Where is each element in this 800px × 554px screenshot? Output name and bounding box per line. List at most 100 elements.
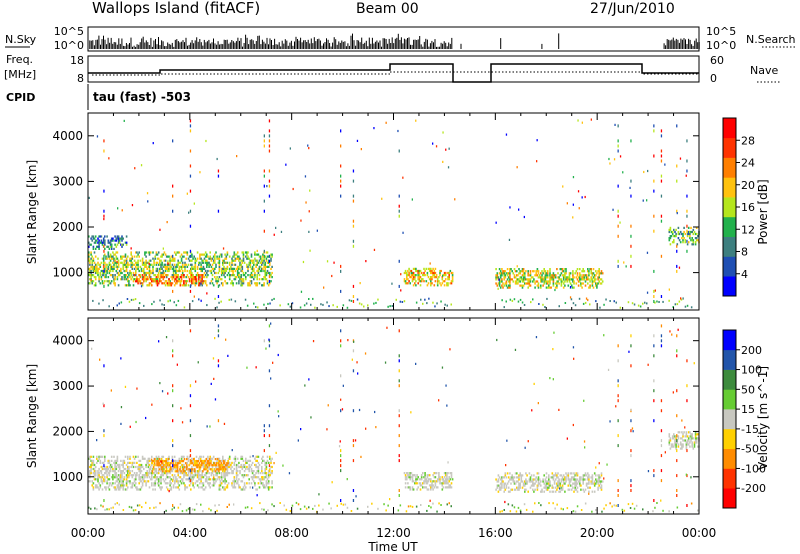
echo-cell bbox=[115, 237, 118, 240]
echo-cell bbox=[577, 480, 580, 483]
echo-cell bbox=[529, 476, 532, 479]
echo-cell bbox=[592, 276, 595, 279]
echo-cell bbox=[183, 482, 185, 485]
echo-cell bbox=[130, 265, 132, 268]
echo-cell bbox=[511, 476, 513, 479]
echo-cell bbox=[435, 480, 438, 483]
echo-cell bbox=[173, 464, 175, 467]
echo-cell bbox=[148, 470, 151, 473]
echo-cell bbox=[139, 470, 142, 473]
echo-cell bbox=[681, 437, 683, 440]
echo-cell bbox=[151, 460, 154, 463]
echo-cell bbox=[510, 476, 512, 479]
echo-cell bbox=[541, 274, 543, 277]
echo-cell bbox=[163, 282, 166, 285]
echo-cell bbox=[200, 257, 202, 260]
nave-tick-top: 60 bbox=[710, 54, 724, 67]
echo-cell bbox=[414, 482, 416, 485]
echo-cell bbox=[584, 474, 587, 477]
echo-cell bbox=[198, 476, 200, 479]
noise-bar bbox=[243, 43, 245, 49]
echo-cell bbox=[232, 271, 234, 275]
echo-cell bbox=[261, 457, 263, 460]
echo-cell bbox=[562, 270, 565, 273]
echo-cell bbox=[434, 267, 437, 270]
echo-cell bbox=[407, 274, 409, 277]
echo-cell bbox=[173, 259, 176, 262]
echo-cell bbox=[501, 482, 503, 485]
echo-cell bbox=[630, 334, 632, 338]
echo-cell bbox=[234, 276, 237, 279]
echo-cell bbox=[160, 265, 162, 268]
echo-cell bbox=[305, 507, 308, 510]
echo-cell bbox=[536, 284, 539, 287]
echo-cell bbox=[580, 476, 582, 479]
noise-bar bbox=[674, 40, 676, 49]
echo-cell bbox=[165, 476, 168, 479]
echo-cell bbox=[245, 251, 247, 254]
echo-cell bbox=[426, 271, 429, 275]
echo-cell bbox=[127, 280, 129, 283]
echo-cell bbox=[526, 482, 528, 485]
echo-cell bbox=[169, 282, 171, 285]
echo-cell bbox=[223, 468, 226, 471]
echo-cell bbox=[189, 454, 192, 458]
echo-cell bbox=[444, 478, 447, 481]
echo-cell bbox=[183, 255, 185, 258]
echo-cell bbox=[564, 268, 566, 271]
echo-cell bbox=[585, 297, 588, 300]
echo-cell bbox=[223, 474, 225, 477]
echo-cell bbox=[509, 280, 511, 283]
echo-cell bbox=[542, 272, 544, 275]
echo-cell bbox=[122, 488, 124, 491]
echo-cell bbox=[96, 269, 98, 273]
echo-cell bbox=[105, 263, 107, 266]
noise-bar bbox=[449, 43, 451, 49]
echo-cell bbox=[261, 278, 263, 281]
echo-cell bbox=[236, 274, 239, 277]
echo-cell bbox=[403, 280, 406, 283]
echo-cell bbox=[418, 274, 421, 277]
noise-bar bbox=[226, 39, 228, 49]
echo-cell bbox=[148, 467, 151, 471]
echo-cell bbox=[193, 295, 195, 298]
echo-cell bbox=[113, 267, 115, 270]
echo-cell bbox=[411, 488, 414, 491]
echo-cell bbox=[297, 503, 300, 506]
echo-cell bbox=[516, 274, 518, 277]
echo-cell bbox=[195, 274, 198, 277]
echo-cell bbox=[676, 303, 679, 306]
noise-bar bbox=[307, 39, 309, 49]
echo-cell bbox=[554, 274, 557, 277]
echo-cell bbox=[219, 464, 221, 467]
echo-cell bbox=[101, 476, 104, 479]
echo-cell bbox=[117, 484, 120, 487]
echo-cell bbox=[175, 486, 177, 489]
echo-cell bbox=[178, 269, 181, 273]
echo-cell bbox=[101, 269, 104, 273]
echo-cell bbox=[143, 276, 145, 279]
echo-cell bbox=[96, 486, 98, 489]
echo-cell bbox=[254, 482, 256, 485]
echo-cell bbox=[257, 261, 260, 264]
echo-cell bbox=[536, 274, 539, 277]
echo-cell bbox=[241, 261, 244, 264]
echo-cell bbox=[584, 472, 587, 475]
noise-bar bbox=[403, 38, 405, 49]
echo-cell bbox=[230, 467, 232, 471]
echo-cell bbox=[219, 253, 222, 256]
echo-cell bbox=[193, 476, 195, 479]
echo-cell bbox=[219, 476, 222, 479]
echo-cell bbox=[528, 274, 531, 277]
echo-cell bbox=[656, 300, 658, 303]
echo-cell bbox=[439, 480, 441, 483]
echo-cell bbox=[567, 476, 570, 479]
echo-cell bbox=[668, 299, 670, 302]
echo-cell bbox=[165, 472, 168, 475]
echo-cell bbox=[568, 482, 571, 485]
echo-cell bbox=[524, 488, 526, 491]
echo-cell bbox=[686, 159, 688, 163]
echo-cell bbox=[686, 443, 689, 446]
echo-cell bbox=[104, 459, 106, 462]
echo-cell bbox=[267, 480, 270, 483]
